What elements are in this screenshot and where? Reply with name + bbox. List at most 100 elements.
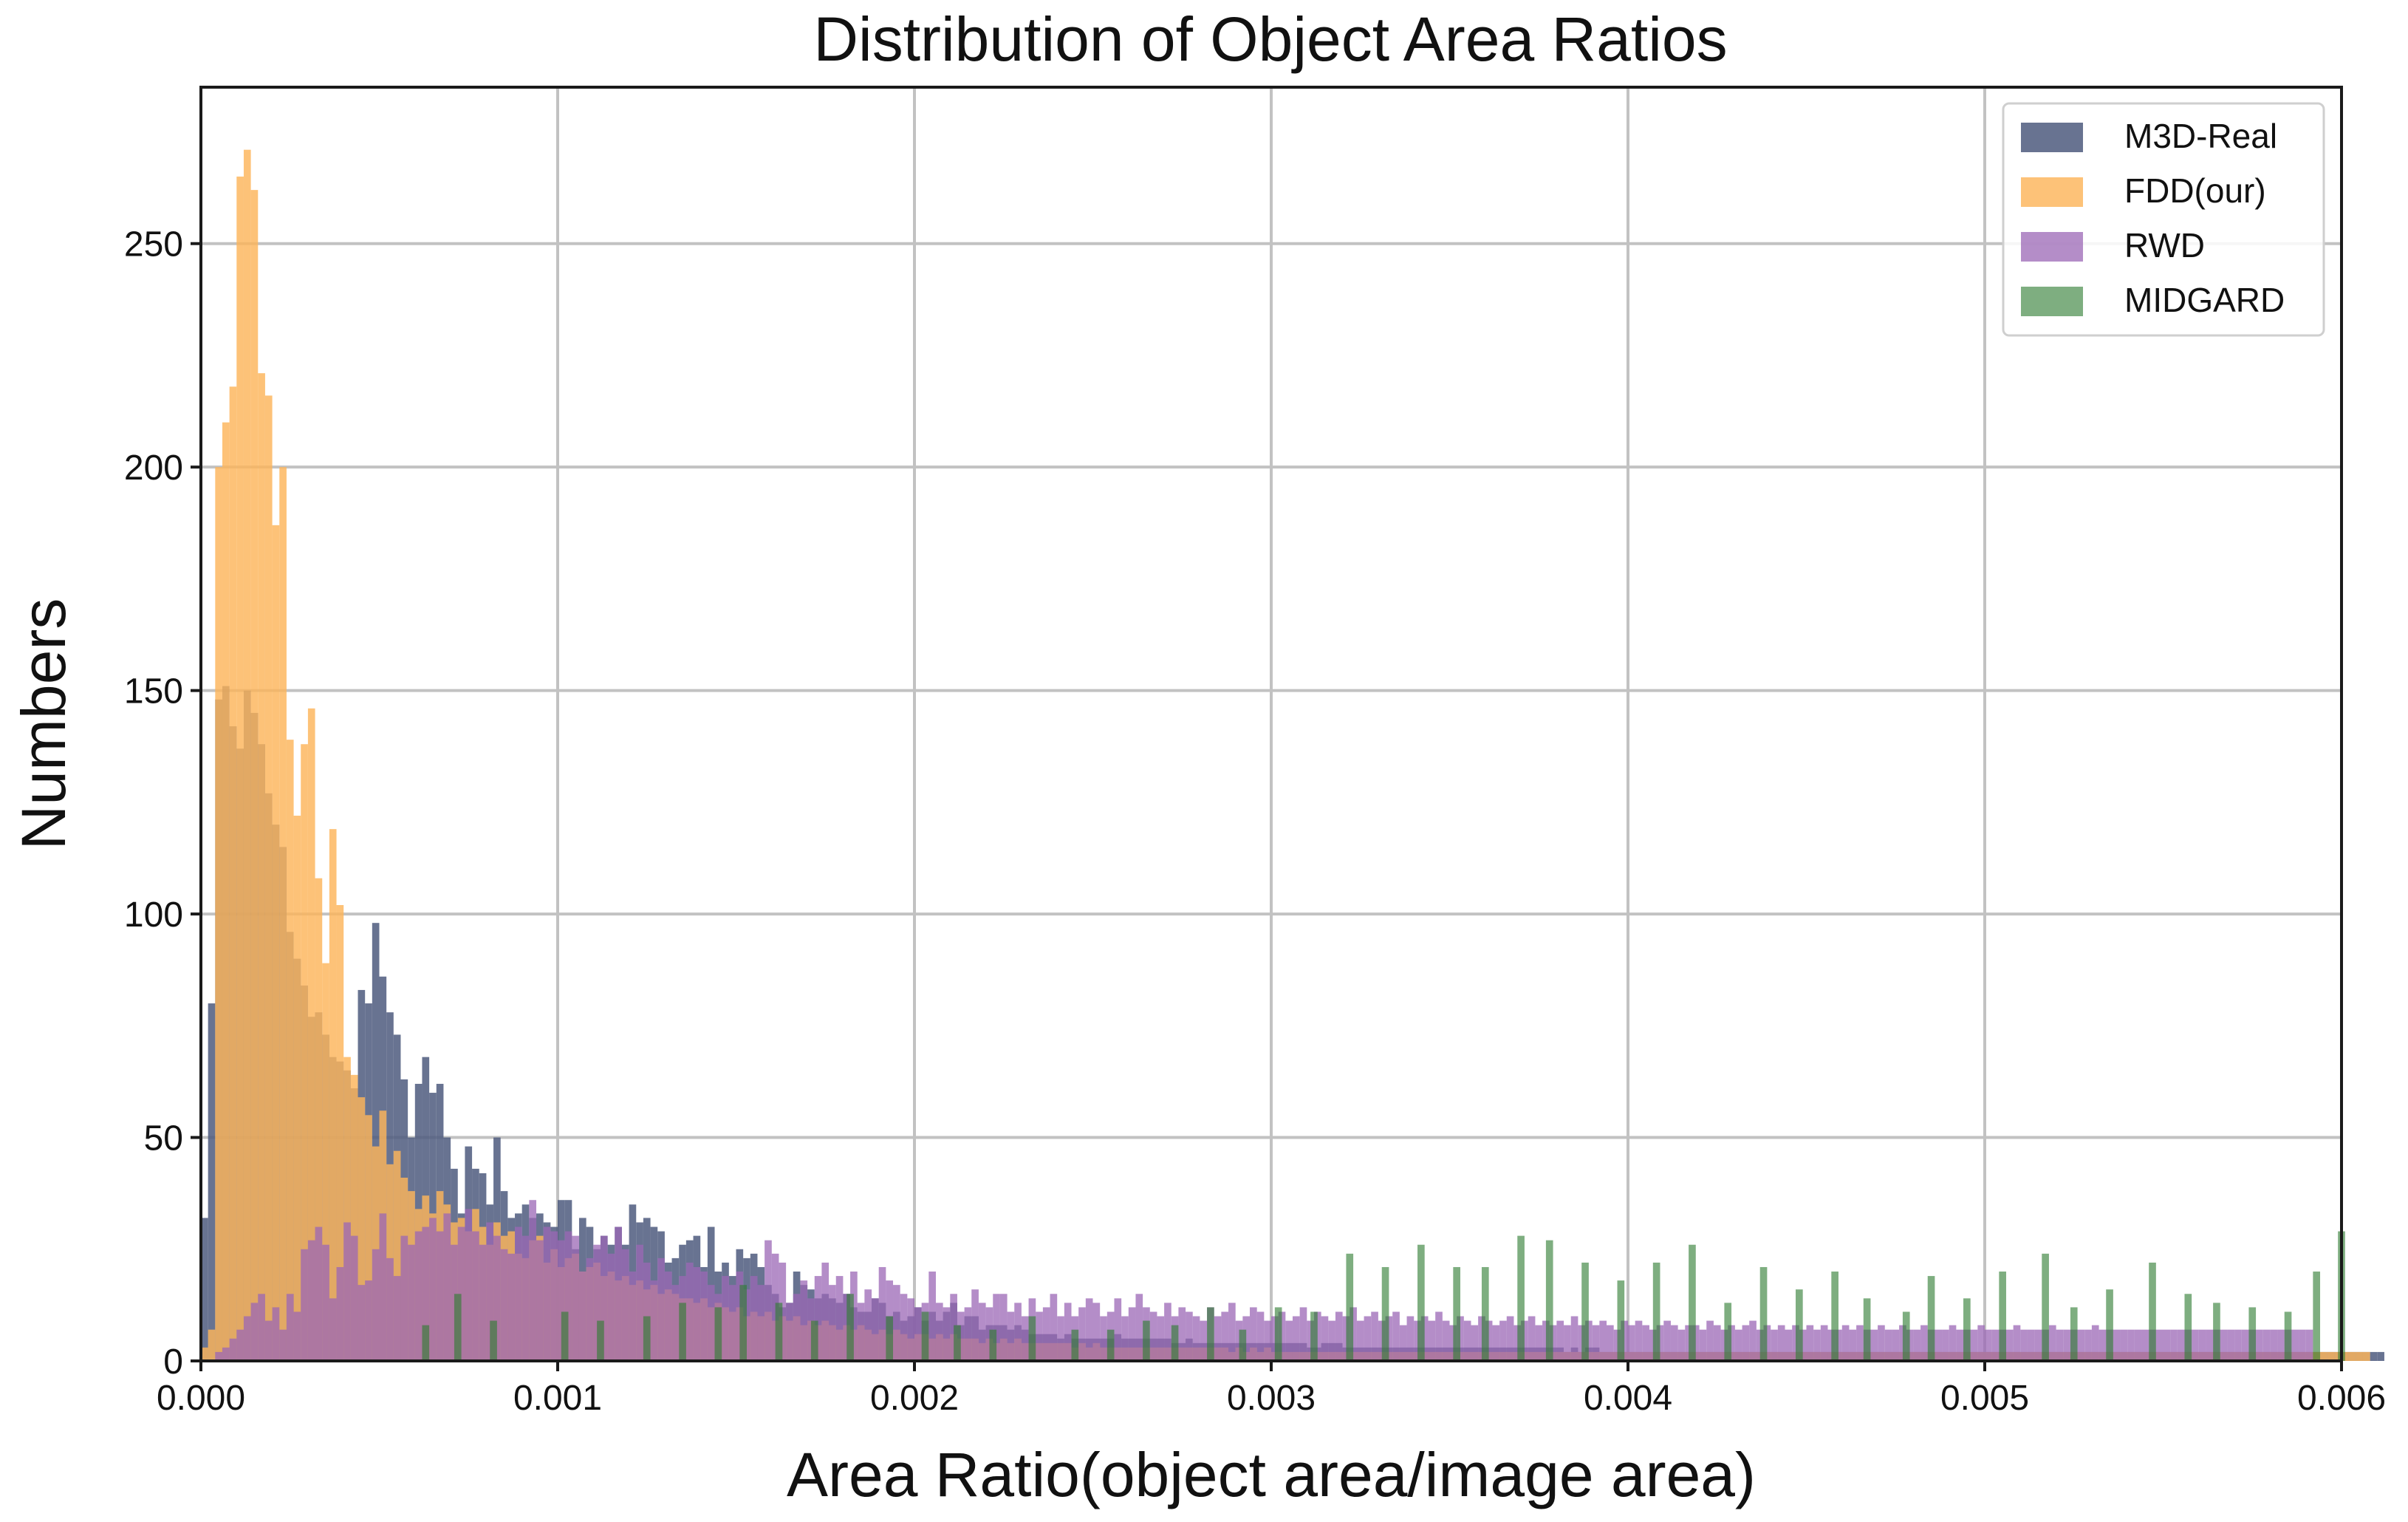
- bar-rwd-195: [1592, 1325, 1600, 1361]
- bar-rwd-212: [1713, 1325, 1721, 1361]
- bar-rwd-143: [1221, 1311, 1229, 1361]
- bar-rwd-190: [1556, 1320, 1564, 1361]
- bar-rwd-220: [1771, 1329, 1778, 1361]
- bar-rwd-246: [1956, 1329, 1964, 1361]
- bar-midgard-spike-23: [1274, 1307, 1282, 1361]
- bar-rwd-83: [793, 1294, 801, 1361]
- bar-fdd-15: [307, 708, 315, 1361]
- legend: M3D-Real FDD(our) RWD MIDGARD: [2002, 102, 2325, 337]
- bar-rwd-57: [607, 1253, 615, 1361]
- bar-midgard-spike-3: [561, 1311, 569, 1361]
- bar-rwd-58: [615, 1226, 622, 1361]
- bar-midgard-spike-26: [1381, 1266, 1389, 1361]
- bar-rwd-291: [2277, 1329, 2285, 1361]
- bar-rwd-129: [1121, 1316, 1129, 1361]
- bar-rwd-198: [1613, 1329, 1621, 1361]
- bar-midgard-spike-36: [1724, 1303, 1732, 1361]
- bar-rwd-167: [1392, 1311, 1400, 1361]
- bar-midgard-spike-35: [1689, 1244, 1696, 1361]
- bar-rwd-268: [2113, 1329, 2121, 1361]
- bar-rwd-197: [1607, 1325, 1614, 1361]
- bar-rwd-272: [2141, 1329, 2149, 1361]
- y-axis-title: Numbers: [9, 598, 78, 850]
- bar-rwd-77: [750, 1276, 758, 1361]
- bar-rwd-62: [643, 1262, 651, 1361]
- bar-rwd-18: [329, 1298, 337, 1361]
- bar-rwd-219: [1763, 1325, 1771, 1361]
- bar-rwd-240: [1913, 1329, 1921, 1361]
- bar-rwd-8: [258, 1294, 265, 1361]
- bar-rwd-285: [2234, 1329, 2242, 1361]
- bar-rwd-73: [722, 1276, 729, 1361]
- bar-rwd-119: [1050, 1294, 1058, 1361]
- x-tick-label-4: 0.004: [1584, 1379, 1672, 1418]
- bar-rwd-15: [307, 1240, 315, 1361]
- bar-rwd-47: [536, 1240, 544, 1361]
- bar-midgard-spike-45: [2042, 1253, 2049, 1361]
- bar-fdd-19: [336, 904, 344, 1361]
- bar-midgard-spike-24: [1310, 1311, 1318, 1361]
- bar-rwd-225: [1806, 1325, 1814, 1361]
- bar-rwd-159: [1335, 1311, 1343, 1361]
- bar-rwd-180: [1485, 1320, 1493, 1361]
- bar-rwd-51: [564, 1231, 572, 1361]
- bar-rwd-14: [301, 1249, 308, 1361]
- bar-rwd-104: [943, 1307, 951, 1361]
- bar-midgard-spike-11: [846, 1294, 854, 1361]
- bar-m3d-real-0: [201, 1218, 208, 1361]
- x-axis-title: Area Ratio(object area/image area): [787, 1440, 1756, 1509]
- bar-rwd-139: [1192, 1316, 1200, 1361]
- bar-rwd-84: [800, 1280, 808, 1361]
- bar-fdd-8: [258, 373, 265, 1362]
- bar-rwd-152: [1285, 1320, 1293, 1361]
- bar-rwd-10: [272, 1307, 280, 1361]
- bar-rwd-192: [1570, 1316, 1578, 1361]
- bar-midgard-spike-46: [2070, 1307, 2078, 1361]
- bar-rwd-222: [1785, 1329, 1793, 1361]
- bar-rwd-283: [2220, 1329, 2228, 1361]
- bar-rwd-92: [857, 1303, 865, 1361]
- bar-fdd-5: [236, 176, 244, 1362]
- bar-rwd-42: [500, 1249, 508, 1361]
- bar-midgard-spike-37: [1759, 1266, 1768, 1361]
- bar-midgard-spike-15: [989, 1329, 997, 1361]
- bar-rwd-140: [1200, 1320, 1208, 1361]
- bar-midgard-spike-32: [1581, 1262, 1589, 1361]
- bar-midgard-spike-19: [1143, 1320, 1150, 1361]
- bar-rwd-50: [558, 1240, 565, 1361]
- bar-rwd-115: [1021, 1316, 1029, 1361]
- bar-rwd-174: [1442, 1320, 1450, 1361]
- y-tick-label-3: 150: [124, 672, 183, 711]
- bar-rwd-44: [515, 1226, 522, 1361]
- bar-rwd-172: [1428, 1320, 1436, 1361]
- bar-rwd-79: [765, 1240, 772, 1361]
- bar-rwd-130: [1128, 1307, 1136, 1361]
- bar-rwd-166: [1385, 1316, 1393, 1361]
- bar-rwd-49: [550, 1231, 558, 1361]
- bar-m3d-real-304: [2370, 1351, 2378, 1361]
- bar-midgard-spike-34: [1652, 1262, 1660, 1361]
- bar-rwd-112: [999, 1294, 1008, 1361]
- bar-fdd-7: [250, 190, 259, 1361]
- bar-rwd-85: [807, 1298, 815, 1361]
- bar-rwd-290: [2270, 1329, 2278, 1361]
- bar-fdd-1: [208, 1329, 216, 1361]
- legend-swatch-m3d-real: [2021, 123, 2083, 152]
- bar-midgard-spike-43: [1963, 1298, 1971, 1361]
- bar-rwd-17: [322, 1244, 329, 1361]
- bar-midgard-spike-27: [1417, 1244, 1425, 1361]
- bar-rwd-200: [1628, 1325, 1635, 1361]
- bar-midgard-spike-40: [1863, 1298, 1871, 1361]
- bar-rwd-60: [629, 1272, 637, 1361]
- bar-rwd-121: [1064, 1303, 1072, 1361]
- legend-swatch-rwd: [2021, 232, 2083, 262]
- x-tick-label-1: 0.001: [513, 1379, 602, 1418]
- bar-fdd-0: [201, 1347, 208, 1361]
- bar-rwd-69: [693, 1266, 701, 1361]
- bar-rwd-260: [2056, 1329, 2064, 1361]
- bar-rwd-125: [1092, 1303, 1101, 1361]
- bar-rwd-100: [914, 1307, 922, 1361]
- bar-rwd-153: [1292, 1316, 1300, 1361]
- bar-rwd-163: [1364, 1316, 1372, 1361]
- bar-rwd-276: [2170, 1329, 2178, 1361]
